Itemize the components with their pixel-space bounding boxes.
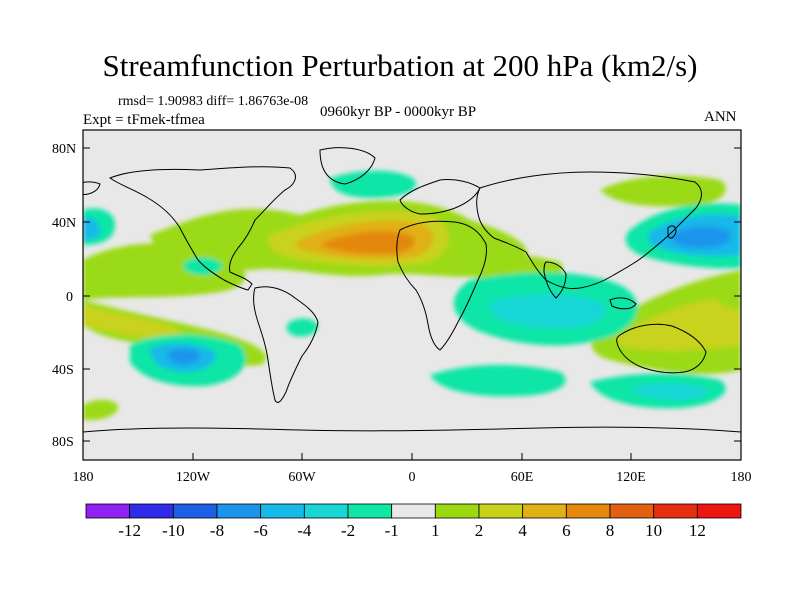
lon-label-60e: 60E [511,470,534,485]
colorbar-swatch [172,503,218,519]
colorbar-label: 10 [645,521,662,540]
colorbar-swatch [696,503,742,519]
colorbar-label: -1 [385,521,399,540]
lon-label-180e: 180 [731,470,752,485]
colorbar-label: 6 [562,521,571,540]
colorbar-swatch [129,503,174,519]
lon-label-180w: 180 [73,470,94,485]
season-label: ANN [704,109,737,125]
lon-tick-labels: 180 120W 60W 0 60E 120E 180 [73,470,752,485]
colorbar-swatch [522,503,567,519]
colorbar-label: -12 [118,521,141,540]
colorbar-label: -8 [210,521,224,540]
streamfunction-contours [83,170,741,420]
colorbar-label: 4 [518,521,527,540]
lat-label-40n: 40N [52,216,76,231]
period-label: 0960kyr BP - 0000kyr BP [320,104,477,120]
stats-label: rmsd= 1.90983 diff= 1.86763e-08 [118,94,309,109]
colorbar-swatch [347,503,393,519]
lat-tick-marks [83,147,741,442]
lat-label-80s: 80S [52,435,74,450]
colorbar-label: -2 [341,521,355,540]
colorbar-labels: -12 -10 -8 -6 -4 -2 -1 1 2 4 6 8 10 12 [118,521,705,540]
lat-tick-labels: 80N 40N 0 40S 80S [52,142,76,450]
colorbar-label: -6 [254,521,268,540]
colorbar-swatch [478,503,524,519]
colorbar-label: 2 [475,521,484,540]
colorbar-label: 1 [431,521,440,540]
lat-label-80n: 80N [52,142,76,157]
colorbar-swatch [653,503,698,519]
colorbar [85,503,742,519]
colorbar-swatch [85,503,131,519]
lon-tick-marks [192,453,632,460]
colorbar-swatch [434,503,480,519]
lat-label-40s: 40S [52,363,74,378]
colorbar-swatch [260,503,305,519]
experiment-label: Expt = tFmek-tfmea [83,112,205,128]
lon-label-60w: 60W [288,470,316,485]
lat-label-0: 0 [66,290,73,305]
colorbar-label: 8 [606,521,615,540]
colorbar-swatch [303,503,349,519]
lon-label-120w: 120W [176,470,211,485]
colorbar-label: 12 [689,521,706,540]
colorbar-swatch [391,503,436,519]
page-title: Streamfunction Perturbation at 200 hPa (… [102,48,698,83]
lon-label-0: 0 [409,470,416,485]
colorbar-swatch [609,503,655,519]
colorbar-label: -10 [162,521,185,540]
colorbar-swatch [565,503,611,519]
lon-label-120e: 120E [616,470,646,485]
colorbar-label: -4 [297,521,312,540]
colorbar-swatch [216,503,262,519]
